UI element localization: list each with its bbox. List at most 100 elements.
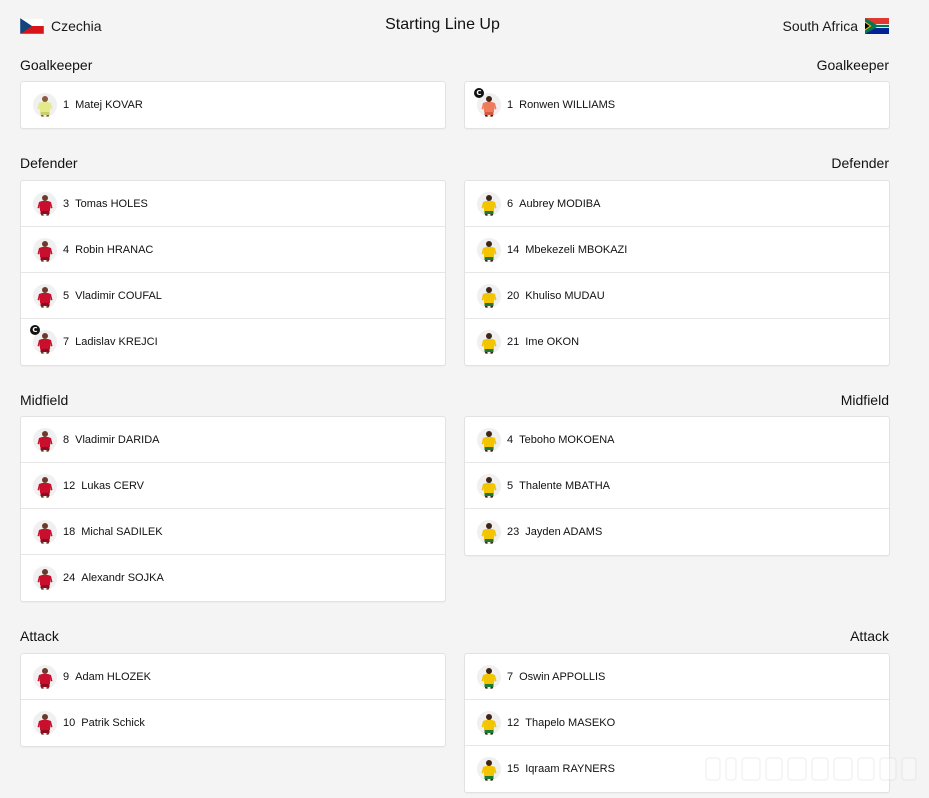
player-row[interactable]: 14 Mbekezeli MBOKAZI — [465, 227, 889, 273]
player-row[interactable]: 8 Vladimir DARIDA — [21, 417, 445, 463]
player-number: 7 — [507, 670, 514, 683]
player-row[interactable]: 5 Vladimir COUFAL — [21, 273, 445, 319]
home-midfield-card: 8 Vladimir DARIDA 12 Lukas CERV 18 Michal SAD… — [20, 416, 446, 602]
player-avatar — [33, 519, 57, 544]
player-row[interactable]: 23 Jayden ADAMS — [465, 509, 889, 555]
player-avatar — [477, 664, 501, 689]
player-kit-icon — [37, 476, 53, 498]
player-name: Lukas CERV — [81, 479, 145, 492]
czech-flag-icon — [20, 18, 44, 34]
player-row[interactable]: 18 Michal SADILEK — [21, 509, 445, 555]
player-row[interactable]: 24 Alexandr SOJKA — [21, 555, 445, 601]
player-row[interactable]: 20 Khuliso MUDAU — [465, 273, 889, 319]
player-number: 1 — [63, 99, 70, 111]
player-avatar — [477, 427, 501, 452]
player-name: Adam HLOZEK — [75, 670, 151, 683]
player-number: 24 — [63, 572, 76, 584]
player-row[interactable]: 12 Lukas CERV — [21, 463, 445, 509]
player-number: 12 — [507, 716, 520, 729]
player-row[interactable]: 5 Thalente MBATHA — [465, 463, 889, 509]
player-number: 9 — [63, 670, 70, 683]
away-goalkeeper-card: C 1 Ronwen WILLIAMS — [464, 81, 890, 129]
player-number: 18 — [63, 525, 76, 538]
player-name: Ime OKON — [525, 336, 580, 348]
player-kit-icon — [37, 286, 53, 308]
player-row[interactable]: 4 Teboho MOKOENA — [465, 417, 889, 463]
player-avatar — [477, 520, 501, 544]
player-row[interactable]: 15 Iqraam RAYNERS — [465, 746, 889, 792]
home-attack-card: 9 Adam HLOZEK 10 Patrik Schick — [20, 653, 446, 747]
player-name: Ronwen WILLIAMS — [519, 99, 616, 111]
away-attack-heading: Attack — [850, 628, 889, 644]
player-row[interactable]: C 1 Ronwen WILLIAMS — [465, 82, 889, 128]
home-defender-card: 3 Tomas HOLES 4 Robin HRANAC 5 Vladimir COUFA… — [20, 180, 446, 366]
away-midfield-heading: Midfield — [840, 392, 889, 408]
player-row[interactable]: 21 Ime OKON — [465, 319, 889, 365]
player-kit-icon — [37, 667, 53, 689]
player-name: Robin HRANAC — [75, 243, 154, 256]
captain-badge-icon: C — [30, 325, 40, 335]
player-number: 10 — [63, 717, 76, 729]
player-kit-icon — [37, 333, 53, 354]
player-number: 14 — [507, 243, 520, 256]
player-kit-icon — [37, 430, 53, 452]
player-avatar — [477, 473, 501, 498]
player-name: Teboho MOKOENA — [519, 433, 615, 446]
player-name: Aubrey MODIBA — [519, 197, 601, 210]
player-name: Mbekezeli MBOKAZI — [525, 243, 628, 256]
player-row[interactable]: 3 Tomas HOLES — [21, 181, 445, 227]
player-name: Matej KOVAR — [75, 99, 143, 111]
player-avatar — [33, 473, 57, 498]
player-name: Thapelo MASEKO — [525, 716, 616, 729]
away-midfield-card: 4 Teboho MOKOENA 5 Thalente MBATHA 23 Jayden … — [464, 416, 890, 556]
away-team[interactable]: South Africa — [782, 17, 889, 35]
player-row[interactable]: 10 Patrik Schick — [21, 700, 445, 746]
player-kit-icon — [481, 667, 497, 689]
away-goalkeeper-heading: Goalkeeper — [816, 57, 889, 73]
player-name: Patrik Schick — [81, 717, 145, 729]
player-kit-icon — [481, 713, 497, 735]
player-number: 6 — [507, 197, 514, 210]
player-avatar — [33, 566, 57, 590]
player-kit-icon — [481, 333, 497, 354]
player-kit-icon — [37, 240, 53, 262]
player-name: Iqraam RAYNERS — [525, 763, 615, 775]
player-row[interactable]: 9 Adam HLOZEK — [21, 654, 445, 700]
player-number: 4 — [63, 243, 70, 256]
player-row[interactable]: 1 Matej KOVAR — [21, 82, 445, 128]
player-name: Alexandr SOJKA — [81, 572, 164, 584]
player-number: 8 — [63, 433, 70, 446]
lineup-header: Czechia Starting Line Up South Africa — [0, 0, 929, 50]
player-row[interactable]: 7 Oswin APPOLLIS — [465, 654, 889, 700]
home-team[interactable]: Czechia — [20, 17, 102, 35]
south-africa-flag-icon — [865, 18, 889, 34]
player-name: Ladislav KREJCI — [75, 336, 158, 348]
player-row[interactable]: 12 Thapelo MASEKO — [465, 700, 889, 746]
player-name: Oswin APPOLLIS — [519, 670, 606, 683]
player-kit-icon — [481, 96, 497, 117]
player-avatar — [33, 711, 57, 735]
home-midfield-heading: Midfield — [20, 392, 69, 408]
home-defender-heading: Defender — [20, 155, 78, 171]
player-avatar — [33, 427, 57, 452]
player-avatar — [33, 664, 57, 689]
player-kit-icon — [37, 96, 53, 117]
player-number: 21 — [507, 336, 520, 348]
player-kit-icon — [481, 523, 497, 544]
page-title: Starting Line Up — [385, 16, 500, 33]
player-name: Michal SADILEK — [81, 525, 163, 538]
away-team-name: South Africa — [782, 18, 859, 34]
player-row[interactable]: C 7 Ladislav KREJCI — [21, 319, 445, 365]
player-number: 23 — [507, 526, 520, 538]
player-avatar — [33, 191, 57, 216]
player-avatar — [33, 237, 57, 262]
player-number: 4 — [507, 433, 514, 446]
player-row[interactable]: 4 Robin HRANAC — [21, 227, 445, 273]
player-kit-icon — [481, 240, 497, 262]
player-name: Vladimir DARIDA — [75, 433, 160, 446]
player-number: 15 — [507, 763, 520, 775]
player-kit-icon — [37, 714, 53, 735]
player-avatar — [33, 93, 57, 117]
home-attack-heading: Attack — [20, 628, 59, 644]
player-row[interactable]: 6 Aubrey MODIBA — [465, 181, 889, 227]
